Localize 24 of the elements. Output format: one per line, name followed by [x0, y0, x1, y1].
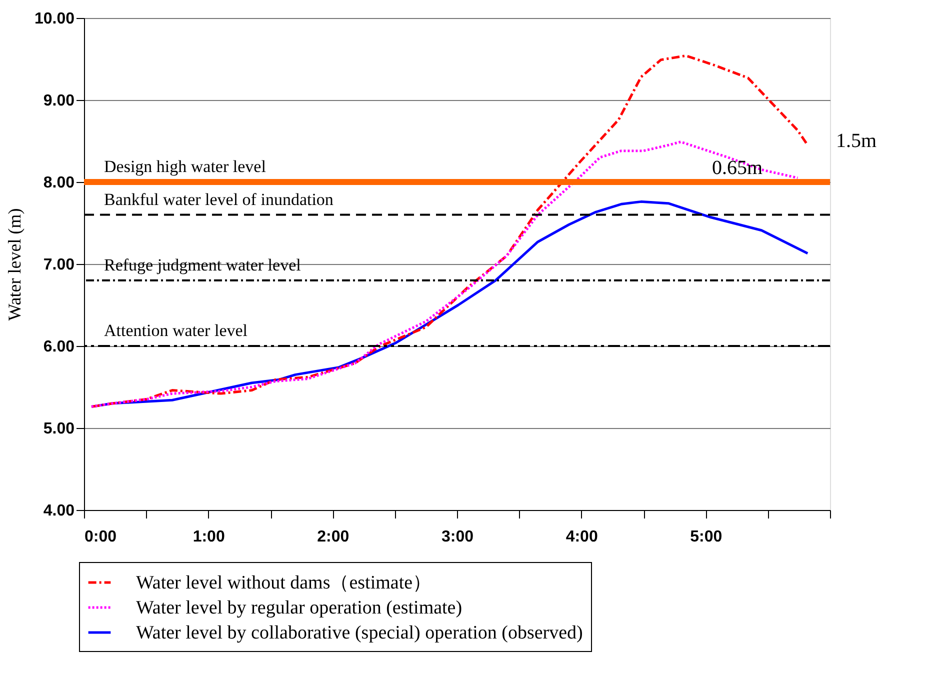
y-tick-label: 5.00: [43, 420, 75, 438]
y-tick-label: 8.00: [43, 174, 75, 192]
ref-line-label: Attention water level: [104, 321, 248, 340]
y-tick-label: 10.00: [34, 10, 75, 28]
x-tick-label: 2:00: [317, 528, 350, 546]
x-tick-label: 1:00: [192, 528, 225, 546]
y-axis-title: Water level (m): [4, 208, 24, 321]
line-series: [90, 140, 799, 408]
x-tick-label: 5:00: [690, 528, 722, 546]
y-tick-label: 7.00: [43, 256, 75, 274]
ref-line-label: Bankful water level of inundation: [104, 190, 334, 209]
x-tick-label: 4:00: [566, 528, 598, 546]
y-tick-label: 6.00: [43, 338, 75, 356]
legend-label: Water level by regular operation (estimate): [136, 598, 462, 618]
text: 1.5m: [836, 130, 877, 152]
x-tick-label: 0:00: [84, 528, 117, 546]
annotation: 0.65m: [712, 157, 763, 179]
legend-label: Water level by collaborative (special) operation (observed): [136, 622, 583, 644]
y-tick-label: 4.00: [43, 502, 75, 520]
x-tick-label: 3:00: [441, 528, 474, 546]
ref-line-label: Design high water level: [104, 157, 266, 176]
ref-line-label: Refuge judgment water level: [104, 255, 302, 274]
y-tick-label: 9.00: [43, 92, 75, 110]
legend-label: Water level without dams（estimate）: [136, 572, 432, 594]
